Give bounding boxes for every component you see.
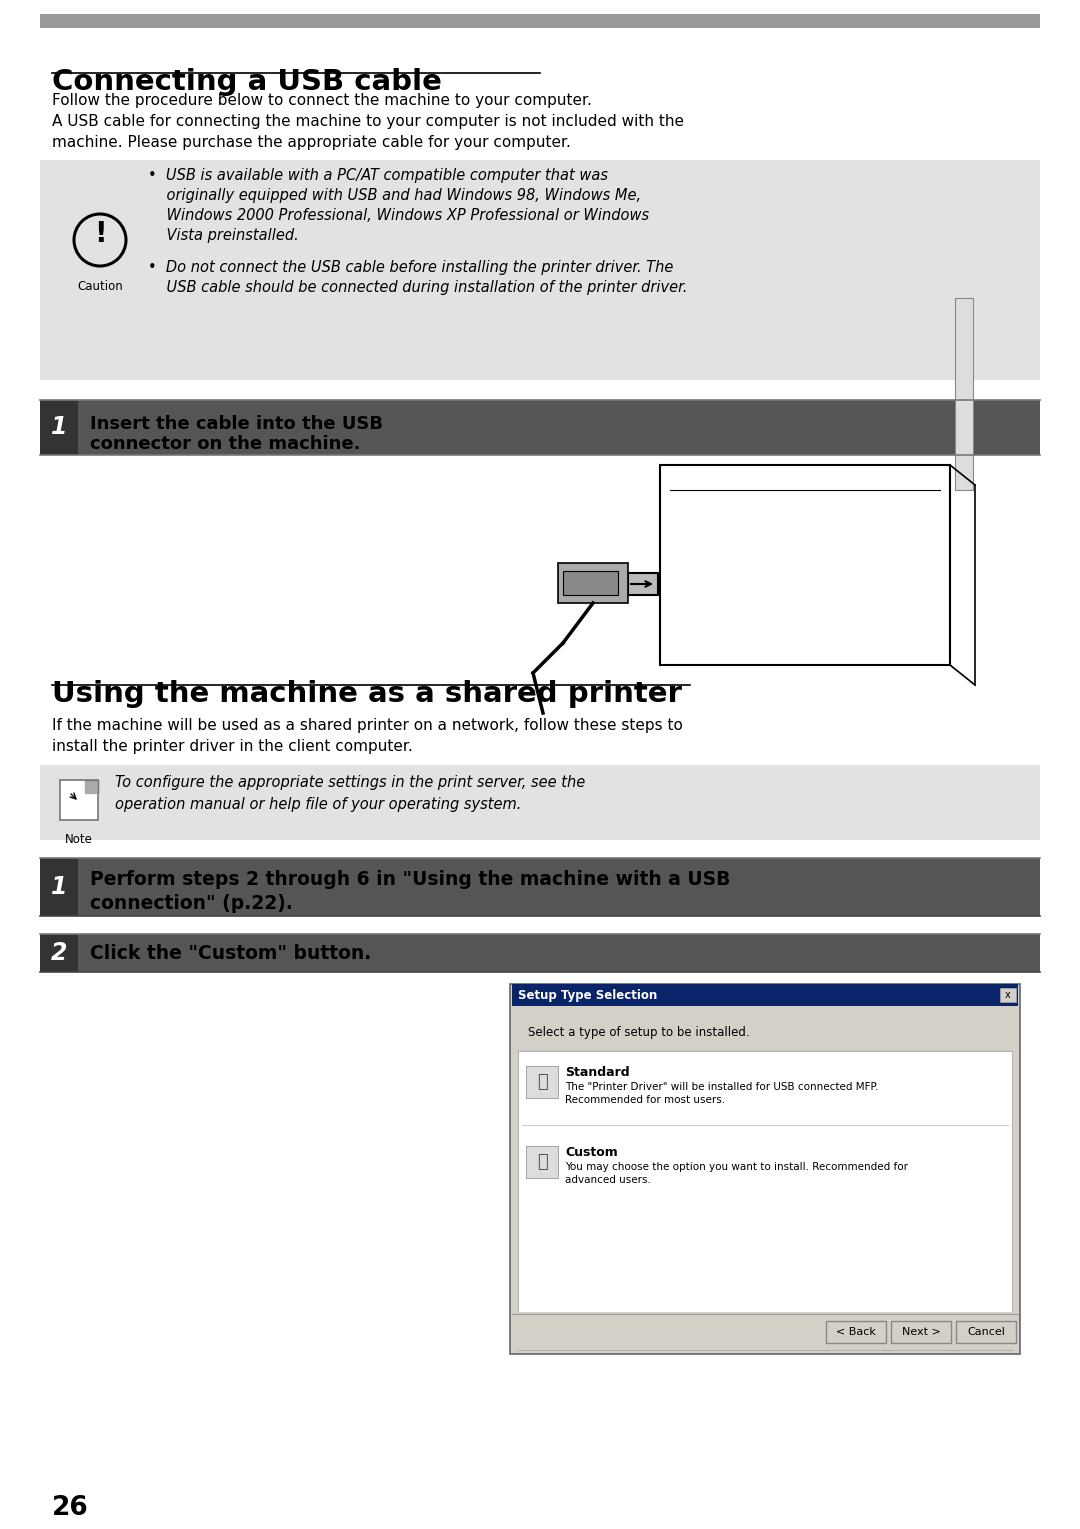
Text: •  Do not connect the USB cable before installing the printer driver. The: • Do not connect the USB cable before in… <box>148 260 673 275</box>
Text: advanced users.: advanced users. <box>565 1174 651 1185</box>
Text: The "Printer Driver" will be installed for USB connected MFP.: The "Printer Driver" will be installed f… <box>565 1083 878 1092</box>
Text: Using the machine as a shared printer: Using the machine as a shared printer <box>52 680 681 708</box>
Text: Vista preinstalled.: Vista preinstalled. <box>148 228 299 243</box>
Text: Perform steps 2 through 6 in "Using the machine with a USB: Perform steps 2 through 6 in "Using the … <box>90 870 730 888</box>
Bar <box>563 570 618 595</box>
Text: Standard: Standard <box>565 1066 630 1079</box>
Bar <box>558 563 627 602</box>
Text: Windows 2000 Professional, Windows XP Professional or Windows: Windows 2000 Professional, Windows XP Pr… <box>148 208 649 223</box>
Text: Next >: Next > <box>902 1327 941 1336</box>
Bar <box>40 858 1040 916</box>
Bar <box>40 161 1040 381</box>
Bar <box>526 1066 558 1098</box>
Bar <box>40 934 78 972</box>
Text: Note: Note <box>65 833 93 846</box>
Text: USB cable should be connected during installation of the printer driver.: USB cable should be connected during ins… <box>148 280 687 295</box>
Bar <box>518 1050 1012 1350</box>
Bar <box>512 985 1018 1006</box>
Text: < Back: < Back <box>836 1327 876 1336</box>
Text: Custom: Custom <box>565 1147 618 1159</box>
Text: operation manual or help file of your operating system.: operation manual or help file of your op… <box>114 797 522 812</box>
Bar <box>40 764 1040 839</box>
Text: connector on the machine.: connector on the machine. <box>90 434 361 453</box>
Text: Connecting a USB cable: Connecting a USB cable <box>52 67 442 96</box>
Bar <box>955 298 973 489</box>
Bar <box>40 858 78 916</box>
Bar <box>510 985 1020 1355</box>
Text: 26: 26 <box>52 1495 89 1521</box>
Bar <box>826 1321 886 1342</box>
Polygon shape <box>85 780 98 794</box>
Text: Select a type of setup to be installed.: Select a type of setup to be installed. <box>528 1026 750 1040</box>
Text: Cancel: Cancel <box>967 1327 1004 1336</box>
Bar <box>956 1321 1016 1342</box>
Text: If the machine will be used as a shared printer on a network, follow these steps: If the machine will be used as a shared … <box>52 719 683 732</box>
Bar <box>627 573 658 595</box>
Text: Setup Type Selection: Setup Type Selection <box>518 989 658 1001</box>
Text: originally equipped with USB and had Windows 98, Windows Me,: originally equipped with USB and had Win… <box>148 188 642 203</box>
Bar <box>1000 988 1016 1001</box>
Bar <box>60 780 98 820</box>
Bar <box>40 934 1040 972</box>
Bar <box>40 401 1040 456</box>
Text: Follow the procedure below to connect the machine to your computer.: Follow the procedure below to connect th… <box>52 93 592 109</box>
Text: x: x <box>1005 989 1011 1000</box>
Text: 1: 1 <box>51 416 67 439</box>
Bar <box>512 1312 1018 1350</box>
Text: connection" (p.22).: connection" (p.22). <box>90 894 293 913</box>
Text: •  USB is available with a PC/AT compatible computer that was: • USB is available with a PC/AT compatib… <box>148 168 608 183</box>
Text: ⎙: ⎙ <box>537 1073 548 1092</box>
Bar <box>526 1147 558 1177</box>
Text: install the printer driver in the client computer.: install the printer driver in the client… <box>52 739 413 754</box>
Bar <box>891 1321 951 1342</box>
Text: machine. Please purchase the appropriate cable for your computer.: machine. Please purchase the appropriate… <box>52 135 571 150</box>
Text: 2: 2 <box>51 940 67 965</box>
Text: You may choose the option you want to install. Recommended for: You may choose the option you want to in… <box>565 1162 908 1173</box>
Text: Insert the cable into the USB: Insert the cable into the USB <box>90 414 383 433</box>
Text: To configure the appropriate settings in the print server, see the: To configure the appropriate settings in… <box>114 775 585 790</box>
Text: ⎙: ⎙ <box>537 1153 548 1171</box>
Bar <box>40 401 78 456</box>
Text: A USB cable for connecting the machine to your computer is not included with the: A USB cable for connecting the machine t… <box>52 115 684 128</box>
Bar <box>660 465 950 665</box>
Text: Recommended for most users.: Recommended for most users. <box>565 1095 725 1105</box>
Bar <box>40 14 1040 28</box>
Text: Caution: Caution <box>77 280 123 294</box>
Text: 1: 1 <box>51 875 67 899</box>
Text: Click the "Custom" button.: Click the "Custom" button. <box>90 943 372 963</box>
Text: !: ! <box>94 220 106 248</box>
